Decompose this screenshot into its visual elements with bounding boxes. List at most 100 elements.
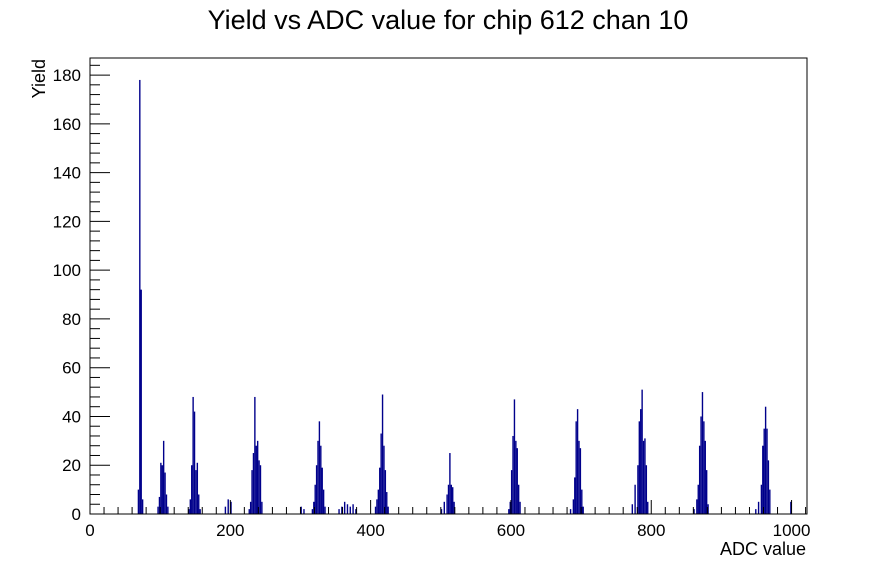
histogram-bar: [167, 506, 169, 514]
histogram-bar: [769, 489, 771, 514]
histogram-bar: [387, 506, 389, 514]
histogram-bar: [697, 484, 699, 514]
histogram-bar: [320, 445, 322, 514]
histogram-bar: [196, 462, 199, 514]
x-axis-label: ADC value: [720, 539, 806, 559]
histogram-bar: [191, 465, 193, 514]
histogram-bar: [572, 499, 575, 514]
x-tick-label: 0: [85, 521, 94, 540]
histogram-bar: [379, 467, 381, 514]
histogram-bar: [512, 435, 514, 514]
histogram-bar: [509, 501, 511, 514]
histogram-bar: [199, 509, 201, 514]
histogram-bar: [517, 484, 520, 514]
histogram-bars: [137, 79, 792, 514]
histogram-bar: [198, 494, 200, 514]
histogram-bar: [644, 438, 646, 514]
histogram-bar: [443, 501, 445, 514]
histogram-bar: [516, 448, 518, 514]
histogram-bar: [188, 509, 190, 514]
axes: 0 200 400 600 800 1000 0 20 40 60 80 100 120 140 160 18…: [53, 64, 811, 540]
histogram-bar: [338, 509, 340, 514]
histogram-bar: [303, 509, 305, 514]
histogram-bar: [767, 460, 770, 514]
histogram-bar: [380, 433, 382, 514]
histogram-bar: [341, 506, 343, 514]
x-tick-label: 200: [216, 521, 244, 540]
histogram-bar: [757, 501, 760, 514]
histogram-bar: [508, 509, 510, 514]
histogram-bar: [230, 501, 232, 514]
histogram-bar: [449, 453, 451, 514]
histogram-bar: [763, 428, 765, 514]
histogram-bar: [311, 509, 314, 514]
histogram-bar: [256, 440, 259, 514]
y-tick-label: 20: [62, 456, 81, 475]
histogram-bar: [139, 79, 141, 514]
histogram-bar: [519, 501, 521, 514]
histogram-bar: [634, 484, 636, 514]
y-tick-label: 80: [62, 310, 81, 329]
histogram-bar: [790, 501, 792, 514]
histogram-bar: [314, 484, 316, 514]
plot-frame: [89, 57, 808, 515]
histogram-bar: [640, 409, 642, 514]
x-tick-label: 400: [356, 521, 384, 540]
histogram-bar: [440, 509, 443, 514]
histogram-bar: [352, 504, 354, 514]
histogram-bar: [705, 470, 708, 514]
chart-title: Yield vs ADC value for chip 612 chan 10: [208, 5, 689, 35]
histogram-bar: [707, 504, 709, 514]
histogram-bar: [578, 440, 580, 514]
histogram-bar: [755, 509, 757, 514]
histogram-bar: [510, 470, 513, 514]
y-tick-label: 140: [53, 164, 81, 183]
x-tick-label: 1000: [773, 521, 811, 540]
histogram-bar: [315, 465, 318, 514]
histogram-bar: [637, 465, 639, 514]
histogram-bar: [569, 509, 572, 514]
histogram-bar: [704, 440, 706, 514]
histogram-bar: [381, 394, 384, 514]
histogram-bar: [698, 445, 701, 514]
histogram-bar: [249, 501, 252, 514]
histogram-bar: [157, 506, 159, 514]
histogram-bar: [254, 396, 256, 514]
histogram-bar: [322, 489, 325, 514]
histogram-bar: [513, 399, 516, 514]
y-axis-label: Yield: [29, 59, 49, 98]
histogram-bar: [160, 462, 162, 514]
histogram-bar: [193, 411, 196, 514]
histogram-bar: [224, 506, 227, 514]
histogram-bar: [313, 501, 315, 514]
histogram-bar: [582, 506, 584, 514]
histogram-bar: [317, 440, 319, 514]
histogram-bar: [446, 494, 448, 514]
x-tick-label: 800: [637, 521, 665, 540]
histogram-bar: [195, 470, 197, 514]
histogram-bar: [261, 501, 263, 514]
histogram-bar: [647, 501, 649, 514]
histogram-bar: [645, 465, 648, 514]
histogram-bar: [355, 509, 357, 514]
y-tick-label: 120: [53, 212, 81, 231]
histogram-bar: [641, 389, 643, 514]
y-tick-label: 60: [62, 359, 81, 378]
histogram-bar: [693, 509, 695, 514]
histogram-bar: [258, 460, 260, 514]
histogram-bar: [703, 421, 705, 514]
histogram-bar: [760, 484, 763, 514]
histogram-bar: [252, 453, 255, 514]
x-tick-label: 600: [497, 521, 525, 540]
histogram-bar: [515, 440, 517, 514]
histogram-bar: [579, 448, 582, 514]
histogram-bar: [374, 506, 377, 514]
histogram-bar: [452, 487, 454, 514]
histogram-bar: [384, 470, 387, 514]
histogram-bar: [383, 445, 385, 514]
histogram-bar: [700, 416, 702, 514]
histogram-bar: [631, 504, 634, 514]
histogram-bar: [259, 465, 262, 514]
histogram-bar: [162, 440, 165, 514]
